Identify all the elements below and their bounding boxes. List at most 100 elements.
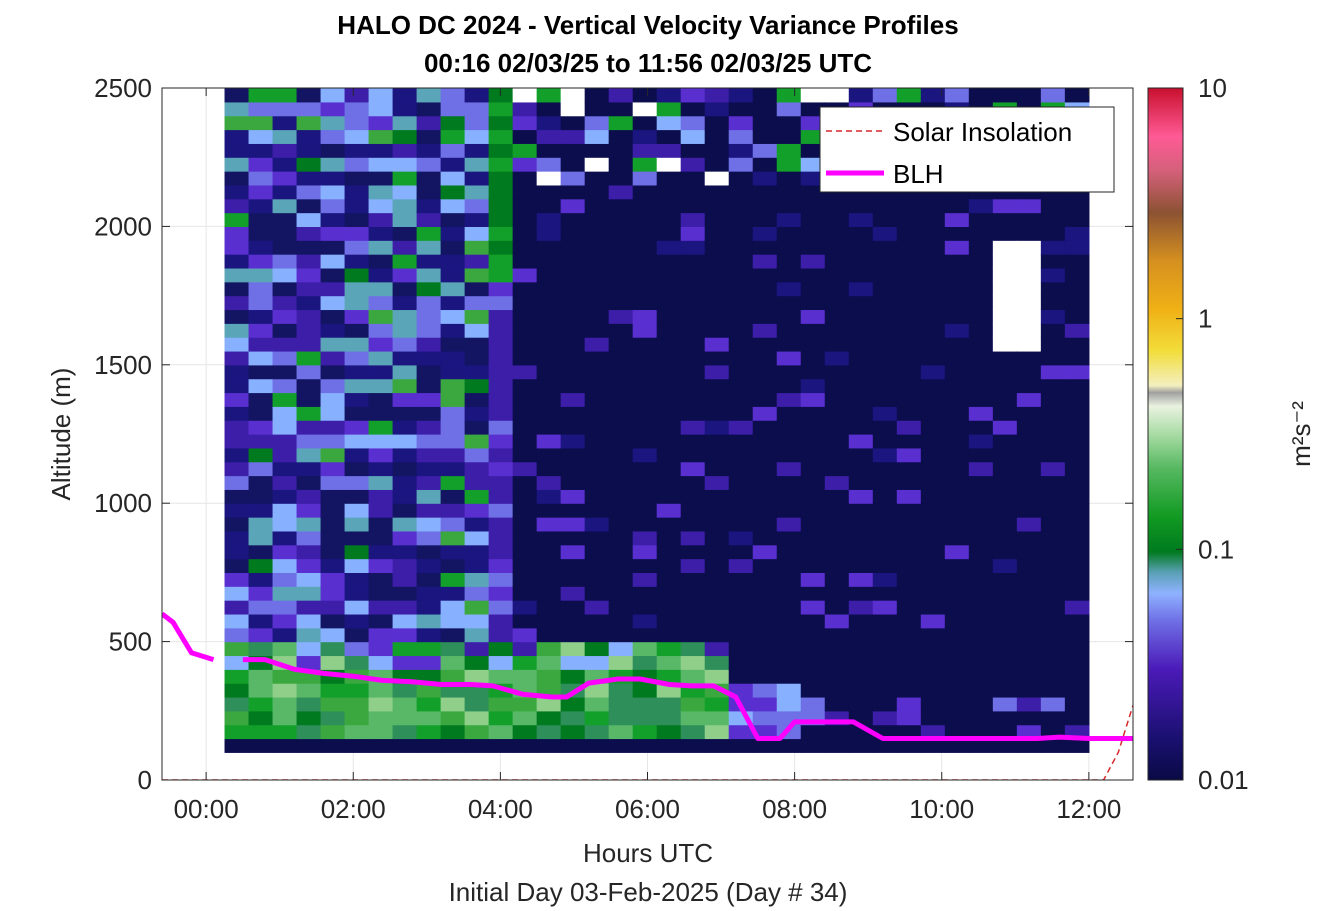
heatmap-cell <box>488 406 514 421</box>
heatmap-cell <box>824 655 850 670</box>
heatmap-cell <box>968 669 994 684</box>
heatmap-cell <box>464 655 490 670</box>
heatmap-cell <box>776 157 802 172</box>
heatmap-cell <box>320 641 346 657</box>
heatmap-cell <box>344 406 370 421</box>
heatmap-cell <box>968 240 994 255</box>
heatmap-cell <box>1016 627 1042 643</box>
heatmap-cell <box>944 627 970 643</box>
heatmap-cell <box>608 198 634 214</box>
heatmap-cell <box>368 586 394 601</box>
heatmap-cell <box>704 434 730 449</box>
heatmap-cell <box>824 683 850 698</box>
heatmap-cell <box>296 309 322 324</box>
heatmap-cell <box>1016 88 1042 103</box>
heatmap-cell <box>632 171 658 186</box>
heatmap-cell <box>344 337 370 352</box>
heatmap-cell <box>992 254 1018 269</box>
heatmap-cell <box>512 627 538 643</box>
heatmap-cell <box>848 434 874 449</box>
heatmap-cell <box>416 254 442 269</box>
heatmap-cell <box>440 530 466 546</box>
blh-line <box>162 611 215 662</box>
heatmap-cell <box>920 295 946 311</box>
heatmap-cell <box>752 696 778 712</box>
heatmap-cell <box>920 558 946 573</box>
heatmap-cell <box>680 281 706 297</box>
heatmap-cell <box>536 171 562 186</box>
heatmap-cell <box>776 655 802 670</box>
heatmap-cell <box>896 572 922 587</box>
heatmap-cell <box>344 696 370 712</box>
heatmap-cell <box>896 212 922 227</box>
heatmap-cell <box>464 212 490 227</box>
heatmap-cell <box>944 669 970 684</box>
heatmap-cell <box>512 517 538 532</box>
heatmap-cell <box>368 364 394 380</box>
heatmap-cell <box>1040 267 1066 283</box>
heatmap-cell <box>320 337 346 352</box>
heatmap-cell <box>1016 392 1042 407</box>
heatmap-cell <box>464 641 490 657</box>
heatmap-cell <box>800 88 826 103</box>
heatmap-cell <box>896 392 922 407</box>
heatmap-cell <box>800 600 826 615</box>
heatmap-cell <box>320 143 346 158</box>
heatmap-cell <box>416 503 442 518</box>
heatmap-cell <box>824 337 850 352</box>
heatmap-cell <box>848 392 874 407</box>
heatmap-cell <box>416 88 442 103</box>
heatmap-cell <box>608 572 634 587</box>
heatmap-cell <box>368 489 394 504</box>
heatmap-cell <box>1040 738 1066 753</box>
heatmap-cell <box>440 184 466 200</box>
heatmap-cell <box>656 489 682 504</box>
heatmap-cell <box>848 226 874 241</box>
heatmap-cell <box>536 558 562 573</box>
heatmap-cell <box>224 143 250 158</box>
heatmap-cell <box>416 655 442 670</box>
heatmap-cell <box>944 475 970 490</box>
heatmap-cell <box>632 461 658 477</box>
heatmap-cell <box>248 281 274 297</box>
heatmap-cell <box>296 323 322 338</box>
heatmap-cell <box>392 254 418 269</box>
heatmap-cell <box>560 88 586 103</box>
heatmap-cell <box>824 420 850 435</box>
heatmap-cell <box>512 337 538 352</box>
heatmap-cell <box>296 544 322 560</box>
heatmap-cell <box>728 171 754 186</box>
heatmap-cell <box>824 88 850 103</box>
heatmap-cell <box>440 544 466 560</box>
heatmap-cell <box>584 157 610 172</box>
heatmap-cell <box>1016 683 1042 698</box>
heatmap-cell <box>272 586 298 601</box>
heatmap-cell <box>920 364 946 380</box>
heatmap-cell <box>296 281 322 297</box>
heatmap-cell <box>536 309 562 324</box>
heatmap-cell <box>344 115 370 131</box>
heatmap-cell <box>1016 226 1042 241</box>
heatmap-cell <box>944 254 970 269</box>
heatmap-cell <box>896 88 922 103</box>
heatmap-cell <box>752 143 778 158</box>
heatmap-cell <box>776 475 802 490</box>
heatmap-cell <box>632 530 658 546</box>
heatmap-cell <box>1064 738 1090 753</box>
heatmap-cell <box>512 613 538 629</box>
heatmap-cell <box>656 129 682 144</box>
heatmap-cell <box>848 406 874 421</box>
heatmap-cell <box>776 558 802 573</box>
heatmap-cell <box>560 655 586 670</box>
heatmap-cell <box>800 572 826 587</box>
heatmap-cell <box>752 434 778 449</box>
heatmap-cell <box>896 254 922 269</box>
heatmap-cell <box>368 212 394 227</box>
heatmap-cell <box>296 129 322 144</box>
heatmap-cell <box>392 420 418 435</box>
heatmap-cell <box>608 738 634 753</box>
heatmap-cell <box>368 198 394 214</box>
heatmap-cell <box>872 434 898 449</box>
heatmap-cell <box>656 738 682 753</box>
heatmap-cell <box>1064 309 1090 324</box>
